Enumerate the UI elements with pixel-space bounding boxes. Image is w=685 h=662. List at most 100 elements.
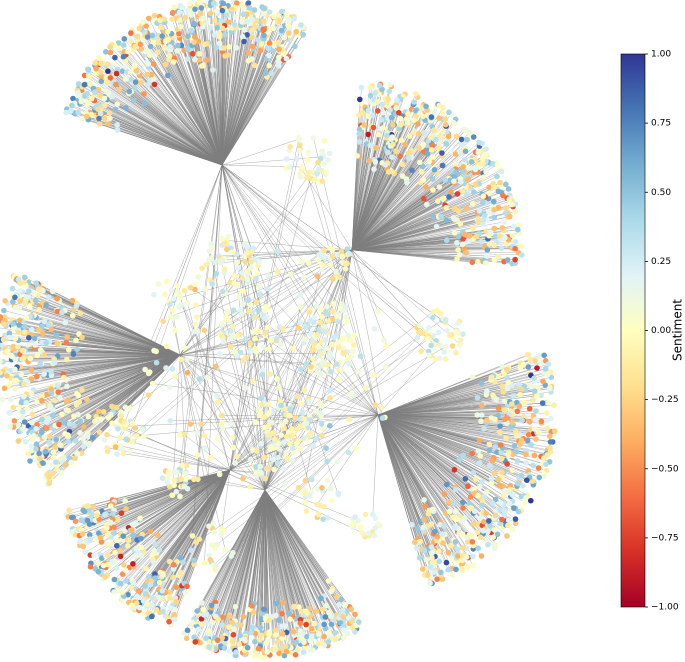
node [241,27,248,33]
node [260,367,266,374]
node [62,319,69,326]
node [441,491,448,497]
node [547,433,553,440]
node [416,145,422,151]
node [416,130,422,137]
node [231,21,238,28]
node [23,400,30,406]
node [504,366,510,373]
node [122,404,129,411]
node [442,121,449,128]
node [356,112,362,118]
node [85,503,91,509]
node [4,373,10,379]
node [321,503,327,510]
node [513,433,520,439]
node [276,54,282,61]
node [509,232,516,239]
node [498,455,505,462]
node [538,392,544,399]
node [81,81,88,88]
node [201,445,208,451]
node [294,393,301,400]
node [213,44,219,51]
node [111,524,117,530]
node [12,294,18,301]
node [259,371,266,378]
node [425,572,431,578]
node [453,328,460,335]
node [137,515,143,521]
node [281,34,288,41]
node [73,303,80,310]
node [313,303,320,309]
node [279,635,286,642]
node [411,99,417,105]
node [226,624,232,630]
node [443,559,450,566]
node [409,522,415,528]
node [512,239,519,245]
node [141,100,148,106]
node [485,541,491,548]
node [441,195,447,202]
node [173,314,180,320]
node [544,399,551,406]
node [388,114,395,121]
node [469,450,475,457]
node [66,421,73,427]
node [495,405,502,412]
node [257,48,264,54]
node [466,233,473,239]
node [283,55,290,62]
node [482,260,489,266]
node [421,130,427,136]
node [326,150,333,157]
node [512,245,518,252]
node [45,322,52,328]
node [59,411,65,418]
node [414,526,421,532]
node [501,507,508,514]
node [138,46,145,52]
node [484,247,491,253]
node [144,34,151,40]
node [304,157,311,163]
node [459,188,466,195]
node [486,441,493,448]
node [504,385,511,392]
node [2,298,8,304]
node [218,532,224,538]
node [266,62,273,69]
node [70,95,76,102]
node [233,649,239,655]
node [116,86,123,93]
node [239,275,246,282]
node [309,347,316,353]
node [416,554,423,561]
node [249,624,255,631]
node [198,616,205,622]
node [74,391,80,397]
node [165,469,172,475]
node [88,112,94,118]
node [39,393,45,400]
node [56,421,62,428]
node [314,332,321,338]
node [215,616,221,623]
node [175,42,181,49]
node [167,589,173,595]
node [319,148,326,154]
node [308,364,314,370]
node [156,594,162,601]
node [28,376,35,382]
node [181,287,188,294]
node [167,418,174,424]
node [72,455,78,462]
node [396,126,402,132]
node [439,150,445,156]
node [150,76,157,83]
node [504,257,511,263]
node [306,412,313,419]
node [424,151,431,157]
